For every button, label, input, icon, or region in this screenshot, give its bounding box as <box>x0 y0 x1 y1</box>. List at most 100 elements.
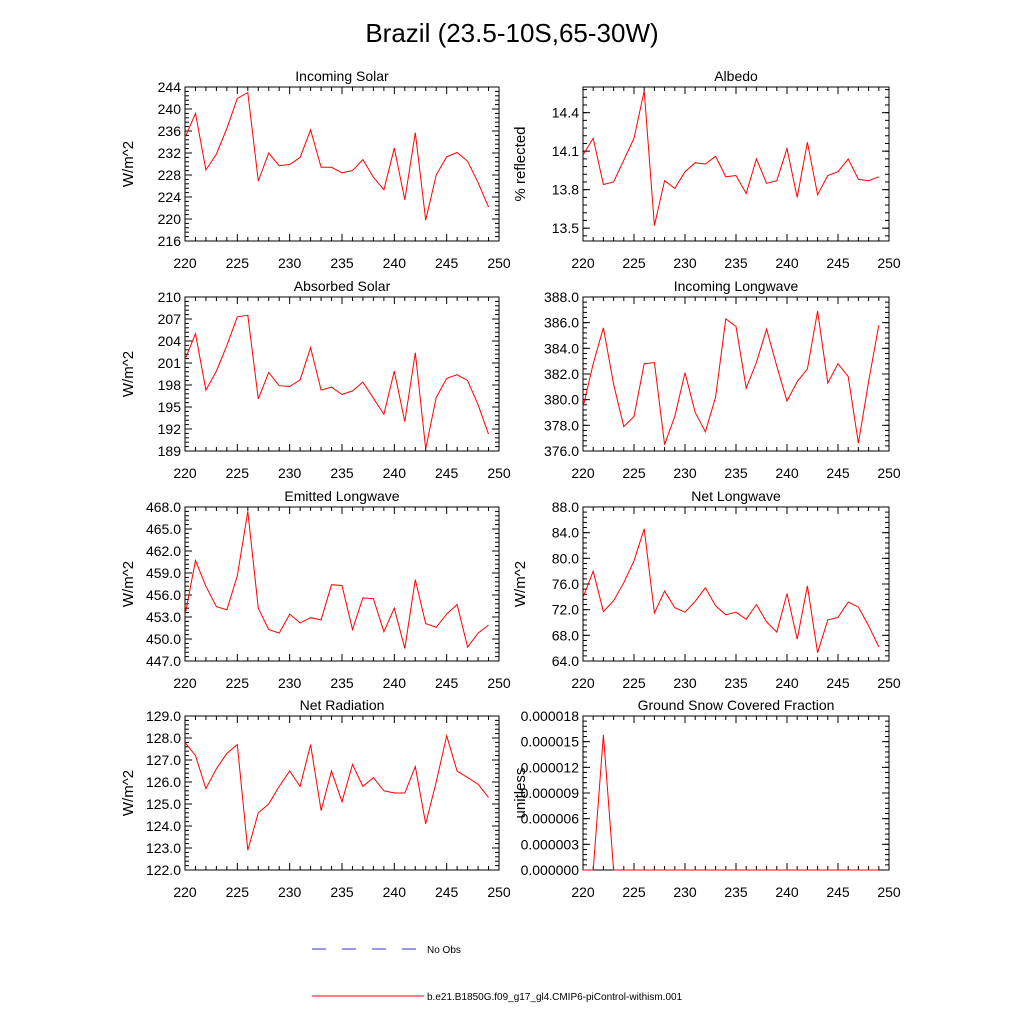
y-tick-label: 216 <box>158 233 182 249</box>
x-tick-label: 235 <box>724 255 748 271</box>
x-tick-label: 250 <box>487 465 511 481</box>
y-tick-label: 450.0 <box>146 631 181 647</box>
x-tick-label: 250 <box>487 884 511 900</box>
y-axis-label: unitless <box>512 768 529 819</box>
panel-title: Incoming Longwave <box>674 278 799 294</box>
x-tick-label: 250 <box>877 675 901 691</box>
y-tick-label: 13.8 <box>552 182 579 198</box>
x-tick-label: 220 <box>571 465 595 481</box>
x-tick-label: 225 <box>226 884 250 900</box>
panel-3: Absorbed Solar 220 225 230 235 240 245 250 189 19… <box>120 278 511 481</box>
x-tick-label: 240 <box>775 675 799 691</box>
x-tick-label: 220 <box>571 675 595 691</box>
y-tick-label: 459.0 <box>146 565 181 581</box>
y-tick-label: 447.0 <box>146 653 181 669</box>
panel-4: Incoming Longwave 220 225 230 235 240 245 250 37… <box>544 278 901 481</box>
x-tick-label: 235 <box>724 675 748 691</box>
legend-model-label: b.e21.B1850G.f09_g17_gl4.CMIP6-piControl… <box>427 992 683 1003</box>
y-axis-label: % reflected <box>512 126 529 201</box>
x-tick-label: 220 <box>173 255 197 271</box>
x-tick-label: 230 <box>673 465 697 481</box>
y-tick-label: 378.0 <box>544 417 579 433</box>
x-tick-label: 235 <box>330 675 354 691</box>
figure-title: Brazil (23.5-10S,65-30W) <box>365 18 658 48</box>
panel-5: Emitted Longwave 220 225 230 235 240 245 250 447… <box>120 488 511 691</box>
y-tick-label: 388.0 <box>544 289 579 305</box>
x-tick-label: 220 <box>173 675 197 691</box>
plot-frame <box>582 506 890 662</box>
y-tick-label: 468.0 <box>146 499 181 515</box>
series-line <box>184 511 489 649</box>
y-tick-label: 0.000000 <box>521 862 580 878</box>
x-tick-label: 225 <box>226 255 250 271</box>
x-tick-label: 225 <box>622 675 646 691</box>
panel-8: Ground Snow Covered Fraction 220 225 230 235… <box>512 697 901 900</box>
series-line <box>184 314 489 449</box>
panel-2: Albedo 220 225 230 235 240 245 250 13.5 13.8 14.1 1… <box>512 68 901 271</box>
plot-frame <box>582 715 890 871</box>
x-tick-label: 245 <box>826 465 850 481</box>
plot-frame <box>184 296 500 452</box>
y-tick-label: 124.0 <box>146 818 181 834</box>
y-tick-label: 236 <box>158 123 182 139</box>
y-tick-label: 195 <box>158 399 182 415</box>
x-tick-label: 230 <box>673 675 697 691</box>
x-tick-label: 250 <box>487 255 511 271</box>
x-tick-label: 240 <box>383 675 407 691</box>
x-tick-label: 230 <box>278 884 302 900</box>
plot-frame <box>582 86 890 242</box>
series-line <box>583 734 879 871</box>
y-tick-label: 122.0 <box>146 862 181 878</box>
y-tick-label: 204 <box>158 333 182 349</box>
x-tick-label: 235 <box>724 884 748 900</box>
x-tick-label: 230 <box>278 465 302 481</box>
x-tick-label: 245 <box>435 465 459 481</box>
y-tick-label: 456.0 <box>146 587 181 603</box>
x-tick-label: 245 <box>826 255 850 271</box>
x-tick-label: 240 <box>775 465 799 481</box>
y-axis-label: W/m^2 <box>120 141 137 187</box>
y-tick-label: 0.000006 <box>521 811 580 827</box>
y-tick-label: 14.4 <box>552 105 579 121</box>
y-tick-label: 0.000012 <box>521 759 580 775</box>
y-tick-label: 465.0 <box>146 521 181 537</box>
y-tick-label: 244 <box>158 79 182 95</box>
y-axis-label: W/m^2 <box>512 561 529 607</box>
series-line <box>184 91 489 221</box>
series-line <box>582 90 879 226</box>
y-tick-label: 462.0 <box>146 543 181 559</box>
x-tick-label: 235 <box>330 255 354 271</box>
y-tick-label: 376.0 <box>544 443 579 459</box>
panel-title: Net Radiation <box>300 697 385 713</box>
y-tick-label: 128.0 <box>146 730 181 746</box>
y-tick-label: 64.0 <box>552 653 579 669</box>
y-axis-label: W/m^2 <box>120 561 137 607</box>
x-tick-label: 220 <box>571 884 595 900</box>
panel-7: Net Radiation 220 225 230 235 240 245 250 122.0 1… <box>120 697 511 900</box>
y-tick-label: 129.0 <box>146 708 181 724</box>
x-tick-label: 220 <box>173 465 197 481</box>
panel-1: Incoming Solar 220 225 230 235 240 245 250 216 22… <box>120 68 511 271</box>
y-tick-label: 123.0 <box>146 840 181 856</box>
y-tick-label: 192 <box>158 421 182 437</box>
y-tick-label: 84.0 <box>552 525 579 541</box>
x-tick-label: 245 <box>435 675 459 691</box>
x-tick-label: 235 <box>724 465 748 481</box>
x-tick-label: 245 <box>435 884 459 900</box>
x-tick-label: 220 <box>173 884 197 900</box>
legend: No Obs b.e21.B1850G.f09_g17_gl4.CMIP6-pi… <box>312 945 683 1003</box>
y-tick-label: 88.0 <box>552 499 579 515</box>
y-tick-label: 228 <box>158 167 182 183</box>
y-tick-label: 0.000018 <box>521 708 580 724</box>
y-tick-label: 380.0 <box>544 392 579 408</box>
y-tick-label: 68.0 <box>552 627 579 643</box>
y-tick-label: 13.5 <box>552 220 579 236</box>
y-tick-label: 224 <box>158 189 182 205</box>
plot-frame <box>184 506 500 662</box>
y-tick-label: 220 <box>158 211 182 227</box>
panel-title: Emitted Longwave <box>284 488 399 504</box>
y-tick-label: 453.0 <box>146 609 181 625</box>
y-tick-label: 0.000015 <box>521 734 580 750</box>
